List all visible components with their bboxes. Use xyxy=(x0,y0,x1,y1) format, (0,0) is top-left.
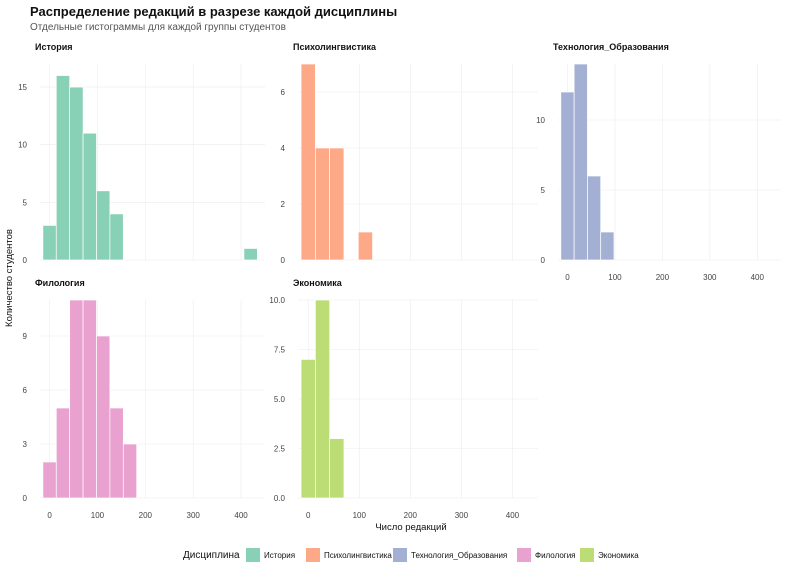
panel-4: Филология 0 3 6 9 0 100 200 300 400 xyxy=(23,278,265,520)
legend-label: Психолингвистика xyxy=(324,551,392,560)
histogram-bar xyxy=(300,359,316,499)
x-tick-label: 100 xyxy=(353,511,367,520)
panels-layer: История 0 5 10 15 Психолингвистика 0 2 4 6 Техноло… xyxy=(18,42,781,520)
y-tick-label: 2.5 xyxy=(274,445,286,454)
histogram-bar xyxy=(243,248,258,261)
panel-title: Экономика xyxy=(293,278,343,288)
legend-title: Дисциплина xyxy=(183,550,240,561)
x-tick-label: 400 xyxy=(506,511,520,520)
y-tick-label: 3 xyxy=(23,440,28,449)
histogram-bar xyxy=(96,335,111,499)
x-axis-title: Число редакций xyxy=(375,522,446,533)
histogram-bar xyxy=(315,147,331,261)
legend-key xyxy=(580,548,594,562)
histogram-bar xyxy=(560,91,575,261)
legend-label: Технология_Образования xyxy=(411,551,507,560)
histogram-bar xyxy=(82,299,97,499)
x-tick-label: 400 xyxy=(751,273,765,282)
y-tick-label: 0.0 xyxy=(274,494,286,503)
y-tick-label: 6 xyxy=(281,88,286,97)
panel-2: Психолингвистика 0 2 4 6 xyxy=(281,42,538,265)
histogram-bar xyxy=(55,75,71,261)
histogram-bar xyxy=(42,461,57,499)
histogram-bar xyxy=(55,407,71,499)
histogram-bar xyxy=(122,443,138,499)
y-tick-label: 2 xyxy=(281,200,286,209)
y-tick-label: 7.5 xyxy=(274,346,286,355)
x-tick-label: 300 xyxy=(455,511,469,520)
y-tick-label: 0 xyxy=(23,494,28,503)
histogram-bar xyxy=(109,213,124,261)
y-tick-label: 0 xyxy=(541,256,546,265)
y-tick-label: 0 xyxy=(23,256,28,265)
x-tick-label: 100 xyxy=(608,273,622,282)
histogram-bar xyxy=(573,63,588,261)
y-axis-title: Количество студентов xyxy=(4,229,15,327)
legend: История Психолингвистика Технология_Образо… xyxy=(246,548,639,562)
legend-label: История xyxy=(264,551,295,560)
legend-key xyxy=(517,548,531,562)
panel-1: История 0 5 10 15 xyxy=(18,42,265,265)
panel-title: История xyxy=(35,42,73,52)
histogram-bar xyxy=(82,132,97,261)
x-tick-label: 100 xyxy=(91,511,105,520)
panel-title: Филология xyxy=(35,278,85,288)
histogram-bar xyxy=(329,147,345,261)
histogram-bar xyxy=(69,86,84,261)
histogram-bar xyxy=(109,407,124,499)
x-tick-label: 200 xyxy=(139,511,153,520)
histogram-bar xyxy=(42,225,57,261)
y-tick-label: 5.0 xyxy=(274,395,286,404)
legend-label: Экономика xyxy=(598,551,639,560)
x-tick-label: 300 xyxy=(187,511,201,520)
y-tick-label: 4 xyxy=(281,144,286,153)
y-tick-label: 0 xyxy=(281,256,286,265)
legend-key xyxy=(246,548,260,562)
chart-title: Распределение редакций в разрезе каждой … xyxy=(30,4,397,19)
x-tick-label: 0 xyxy=(47,511,52,520)
x-tick-label: 0 xyxy=(306,511,311,520)
x-tick-label: 300 xyxy=(703,273,717,282)
x-tick-label: 400 xyxy=(234,511,248,520)
y-tick-label: 10 xyxy=(536,116,545,125)
y-tick-label: 10.0 xyxy=(269,296,285,305)
y-tick-label: 9 xyxy=(23,332,28,341)
y-tick-label: 5 xyxy=(541,186,546,195)
y-tick-label: 6 xyxy=(23,386,28,395)
y-tick-label: 15 xyxy=(18,83,27,92)
x-tick-label: 200 xyxy=(656,273,670,282)
histogram-bar xyxy=(329,438,345,499)
histogram-bar xyxy=(587,175,602,261)
x-tick-label: 0 xyxy=(565,273,570,282)
y-tick-label: 10 xyxy=(18,141,27,150)
panel-5: Экономика 0.0 2.5 5.0 7.5 10.0 0 100 200 300 400 xyxy=(269,278,538,520)
legend-label: Филология xyxy=(535,551,576,560)
chart-subtitle: Отдельные гистограммы для каждой группы … xyxy=(30,22,286,33)
x-tick-label: 200 xyxy=(404,511,418,520)
histogram-bar xyxy=(300,63,316,261)
histogram-bar xyxy=(600,231,615,261)
panel-title: Психолингвистика xyxy=(293,42,377,52)
histogram-bar xyxy=(69,299,84,499)
y-tick-label: 5 xyxy=(23,198,28,207)
histogram-bar xyxy=(315,299,331,499)
legend-key xyxy=(306,548,320,562)
legend-key xyxy=(393,548,407,562)
panel-title: Технология_Образования xyxy=(553,42,669,52)
histogram-bar xyxy=(357,231,373,261)
histogram-bar xyxy=(96,190,111,261)
